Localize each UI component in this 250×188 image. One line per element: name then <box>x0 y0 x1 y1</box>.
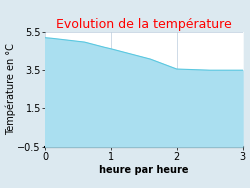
Title: Evolution de la température: Evolution de la température <box>56 18 232 31</box>
Y-axis label: Température en °C: Température en °C <box>6 43 16 135</box>
X-axis label: heure par heure: heure par heure <box>99 165 188 175</box>
Bar <box>111 31 242 69</box>
